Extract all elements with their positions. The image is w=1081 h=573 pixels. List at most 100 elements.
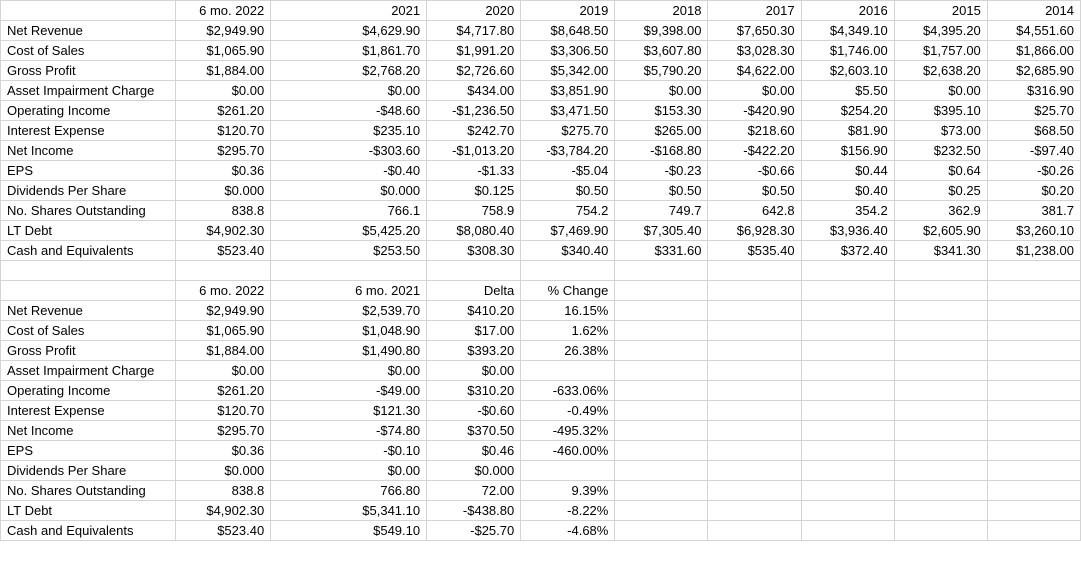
data-cell[interactable]: -$5.04 xyxy=(521,161,615,181)
data-cell[interactable]: $7,469.90 xyxy=(521,221,615,241)
column-header[interactable]: 2020 xyxy=(427,1,521,21)
data-cell[interactable]: $0.50 xyxy=(521,181,615,201)
data-cell[interactable]: $2,726.60 xyxy=(427,61,521,81)
data-cell[interactable]: -$97.40 xyxy=(987,141,1080,161)
data-cell[interactable]: -$0.60 xyxy=(427,401,521,421)
cell[interactable] xyxy=(894,401,987,421)
row-label[interactable]: EPS xyxy=(1,161,176,181)
cell[interactable] xyxy=(801,361,894,381)
column-header[interactable]: 2014 xyxy=(987,1,1080,21)
data-cell[interactable]: 766.1 xyxy=(271,201,427,221)
data-cell[interactable]: $295.70 xyxy=(176,141,271,161)
cell[interactable] xyxy=(615,381,708,401)
data-cell[interactable]: $308.30 xyxy=(427,241,521,261)
data-cell[interactable]: $218.60 xyxy=(708,121,801,141)
column-header[interactable]: 2017 xyxy=(708,1,801,21)
data-cell[interactable]: -$25.70 xyxy=(427,521,521,541)
column-header[interactable]: 6 mo. 2022 xyxy=(176,281,271,301)
data-cell[interactable]: -$422.20 xyxy=(708,141,801,161)
data-cell[interactable]: $0.000 xyxy=(176,181,271,201)
data-cell[interactable]: $0.40 xyxy=(801,181,894,201)
data-cell[interactable]: $4,349.10 xyxy=(801,21,894,41)
column-header[interactable]: 2016 xyxy=(801,1,894,21)
data-cell[interactable]: $265.00 xyxy=(615,121,708,141)
data-cell[interactable]: -$74.80 xyxy=(271,421,427,441)
data-cell[interactable]: 749.7 xyxy=(615,201,708,221)
cell[interactable] xyxy=(708,261,801,281)
row-label[interactable]: Interest Expense xyxy=(1,401,176,421)
cell[interactable] xyxy=(987,501,1080,521)
data-cell[interactable]: $0.25 xyxy=(894,181,987,201)
column-header[interactable]: 6 mo. 2021 xyxy=(271,281,427,301)
cell[interactable] xyxy=(987,441,1080,461)
cell[interactable] xyxy=(801,421,894,441)
data-cell[interactable]: $395.10 xyxy=(894,101,987,121)
cell[interactable] xyxy=(801,281,894,301)
data-cell[interactable]: $254.20 xyxy=(801,101,894,121)
cell[interactable] xyxy=(987,461,1080,481)
data-cell[interactable]: $523.40 xyxy=(176,241,271,261)
data-cell[interactable]: 754.2 xyxy=(521,201,615,221)
data-cell[interactable]: $5,790.20 xyxy=(615,61,708,81)
cell[interactable] xyxy=(894,521,987,541)
data-cell[interactable]: $2,605.90 xyxy=(894,221,987,241)
data-cell[interactable]: $0.00 xyxy=(894,81,987,101)
data-cell[interactable]: $242.70 xyxy=(427,121,521,141)
data-cell[interactable]: $5,425.20 xyxy=(271,221,427,241)
data-cell[interactable]: $310.20 xyxy=(427,381,521,401)
data-cell[interactable]: $372.40 xyxy=(801,241,894,261)
cell[interactable] xyxy=(801,521,894,541)
data-cell[interactable]: $1,490.80 xyxy=(271,341,427,361)
data-cell[interactable]: $0.00 xyxy=(427,361,521,381)
data-cell[interactable]: $1,065.90 xyxy=(176,321,271,341)
cell[interactable] xyxy=(176,261,271,281)
data-cell[interactable]: $1,884.00 xyxy=(176,341,271,361)
cell[interactable] xyxy=(894,361,987,381)
cell[interactable] xyxy=(801,301,894,321)
cell[interactable] xyxy=(987,401,1080,421)
data-cell[interactable]: -$49.00 xyxy=(271,381,427,401)
data-cell[interactable]: $68.50 xyxy=(987,121,1080,141)
cell[interactable] xyxy=(801,401,894,421)
row-label[interactable]: Net Revenue xyxy=(1,21,176,41)
data-cell[interactable]: $341.30 xyxy=(894,241,987,261)
data-cell[interactable] xyxy=(521,361,615,381)
row-label[interactable]: Operating Income xyxy=(1,381,176,401)
cell[interactable] xyxy=(708,281,801,301)
cell[interactable] xyxy=(708,501,801,521)
data-cell[interactable]: $3,260.10 xyxy=(987,221,1080,241)
column-header[interactable]: 2019 xyxy=(521,1,615,21)
data-cell[interactable] xyxy=(521,461,615,481)
data-cell[interactable]: $5,341.10 xyxy=(271,501,427,521)
data-cell[interactable]: $2,949.90 xyxy=(176,301,271,321)
data-cell[interactable]: $2,539.70 xyxy=(271,301,427,321)
data-cell[interactable]: -$303.60 xyxy=(271,141,427,161)
data-cell[interactable]: $120.70 xyxy=(176,121,271,141)
row-label[interactable]: Gross Profit xyxy=(1,341,176,361)
cell[interactable] xyxy=(615,521,708,541)
data-cell[interactable]: -$438.80 xyxy=(427,501,521,521)
data-cell[interactable]: $3,471.50 xyxy=(521,101,615,121)
data-cell[interactable]: $410.20 xyxy=(427,301,521,321)
row-label[interactable]: Interest Expense xyxy=(1,121,176,141)
data-cell[interactable]: $8,080.40 xyxy=(427,221,521,241)
data-cell[interactable]: $0.000 xyxy=(427,461,521,481)
data-cell[interactable]: $370.50 xyxy=(427,421,521,441)
data-cell[interactable]: -0.49% xyxy=(521,401,615,421)
cell[interactable] xyxy=(271,261,427,281)
data-cell[interactable]: $549.10 xyxy=(271,521,427,541)
data-cell[interactable]: $17.00 xyxy=(427,321,521,341)
data-cell[interactable]: $2,949.90 xyxy=(176,21,271,41)
data-cell[interactable]: $0.00 xyxy=(271,81,427,101)
data-cell[interactable]: $8,648.50 xyxy=(521,21,615,41)
data-cell[interactable]: $2,685.90 xyxy=(987,61,1080,81)
data-cell[interactable]: $434.00 xyxy=(427,81,521,101)
row-label[interactable]: No. Shares Outstanding xyxy=(1,201,176,221)
data-cell[interactable]: $6,928.30 xyxy=(708,221,801,241)
cell[interactable] xyxy=(615,401,708,421)
cell[interactable] xyxy=(708,361,801,381)
data-cell[interactable]: $232.50 xyxy=(894,141,987,161)
cell[interactable] xyxy=(708,461,801,481)
cell[interactable] xyxy=(615,321,708,341)
row-label[interactable]: Cash and Equivalents xyxy=(1,521,176,541)
